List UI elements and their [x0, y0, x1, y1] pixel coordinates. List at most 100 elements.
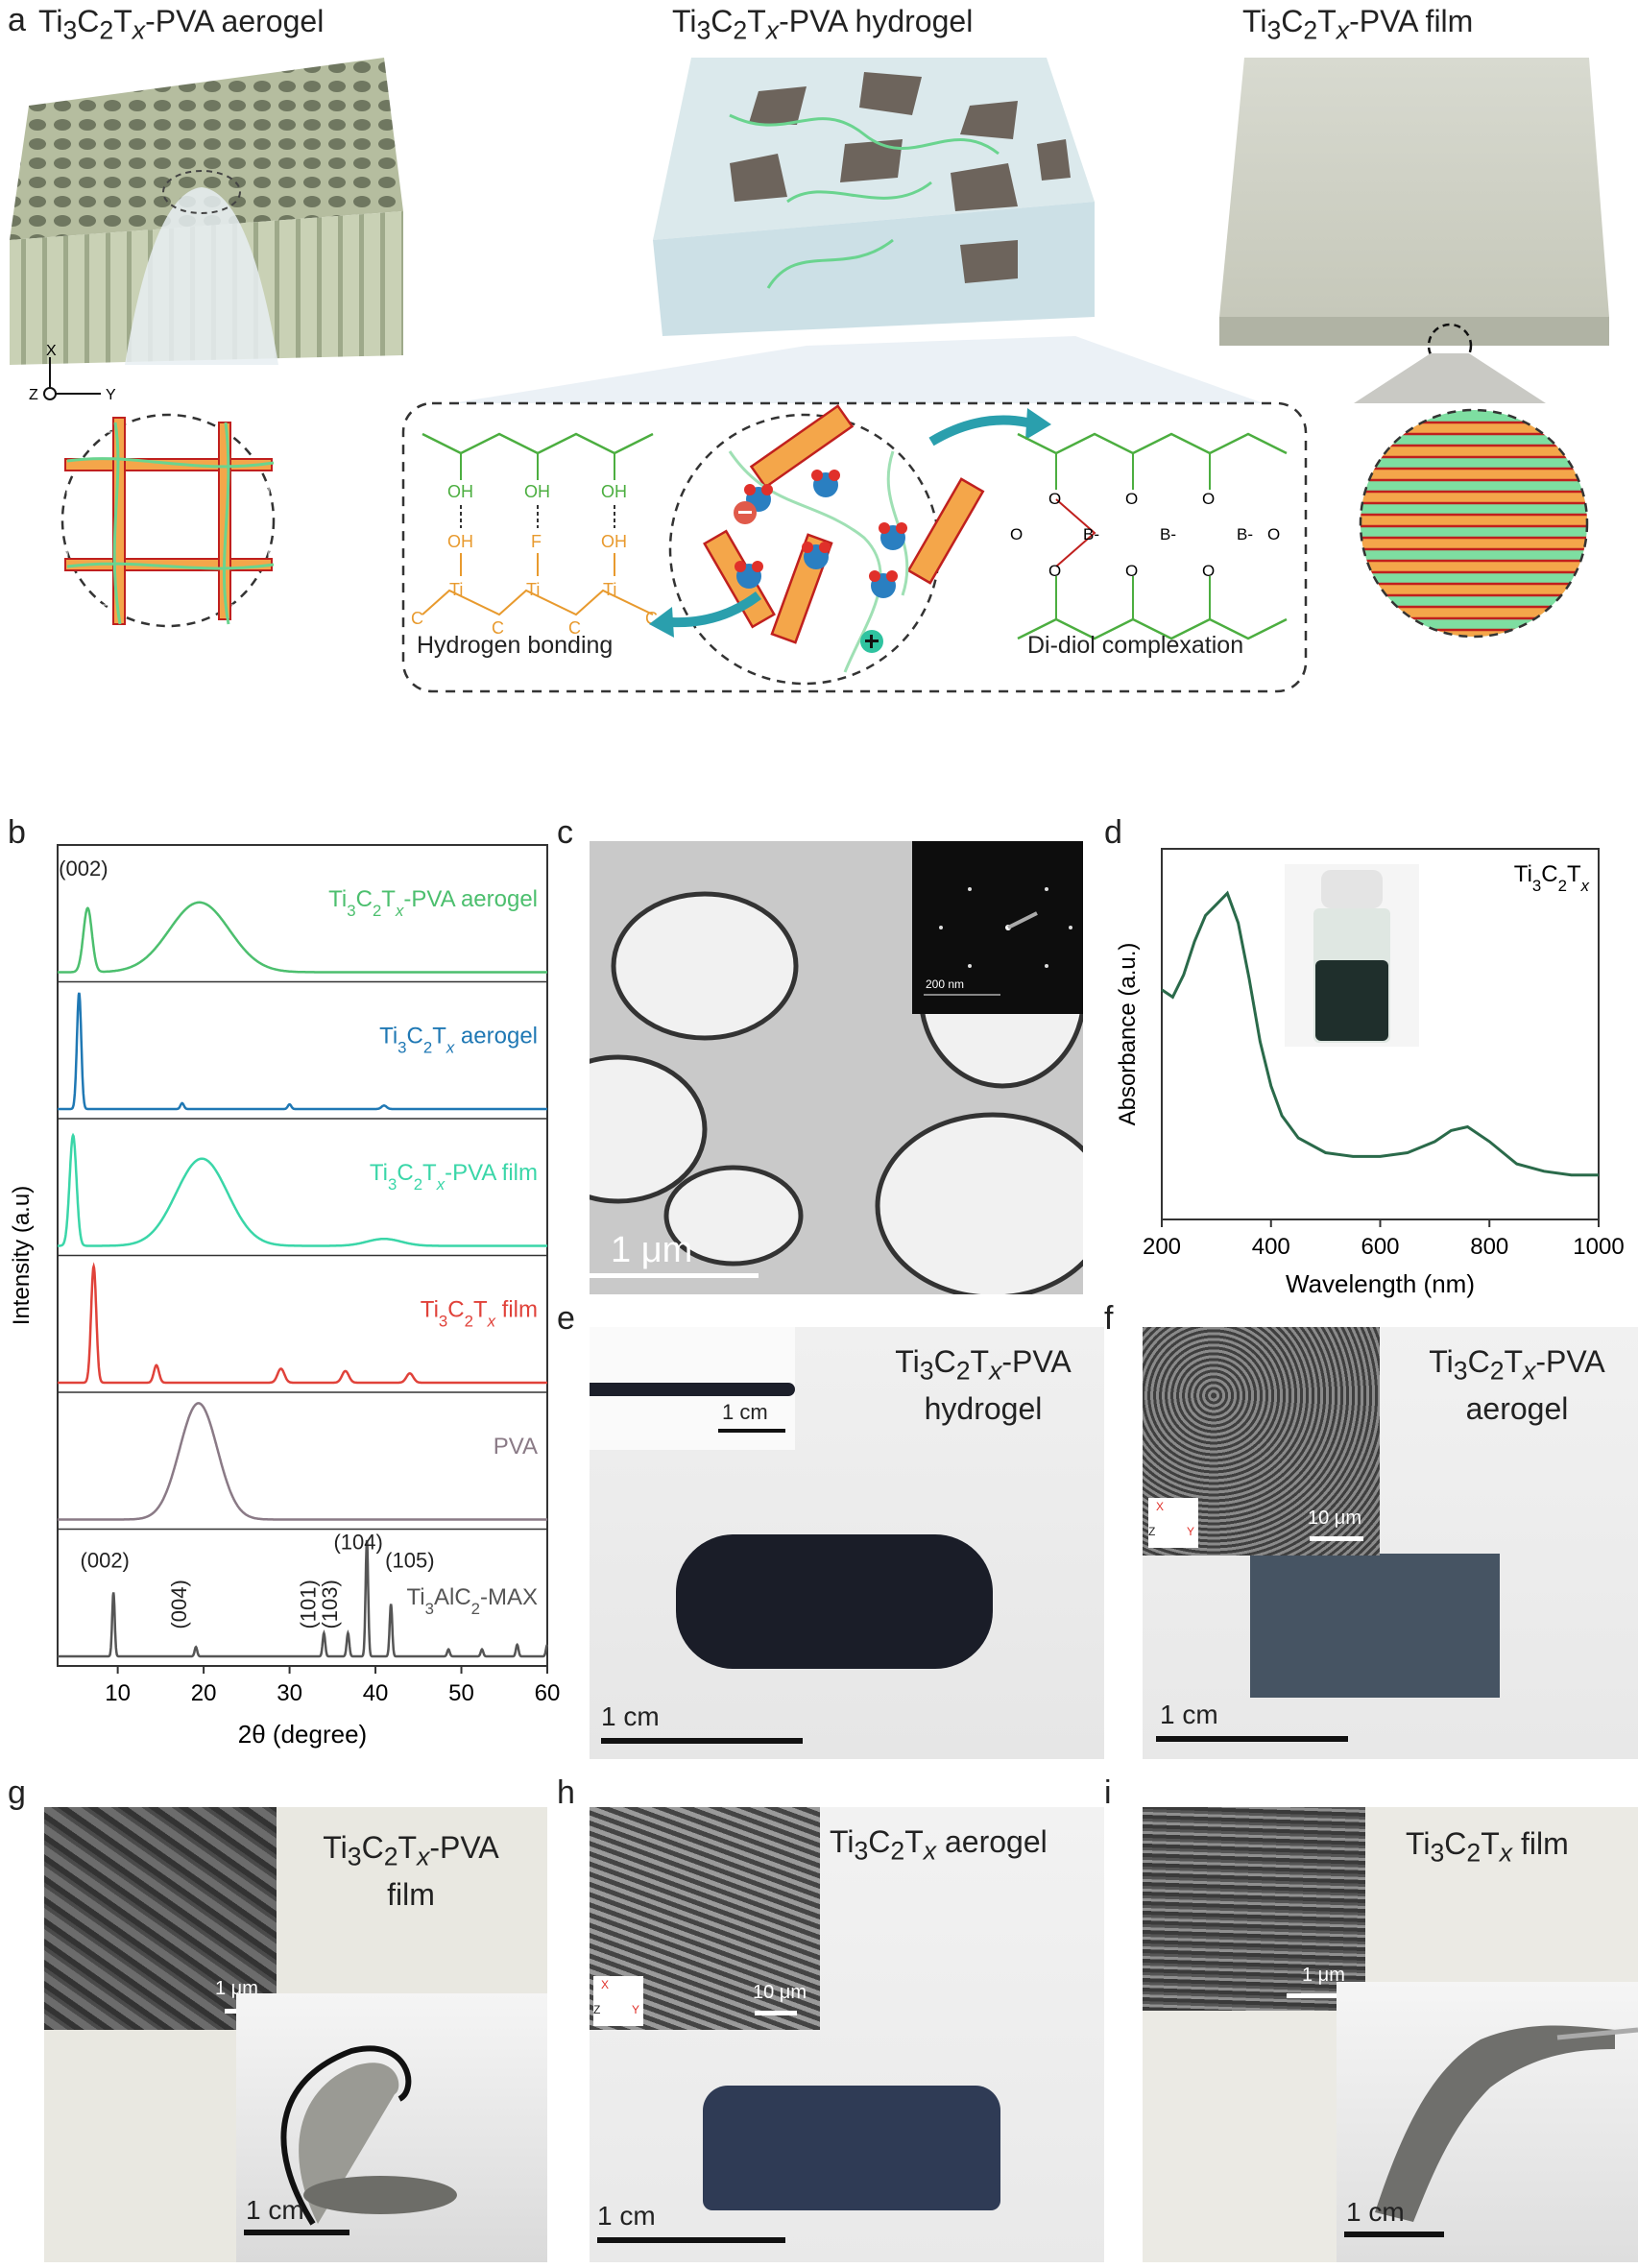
series-line — [58, 1262, 547, 1385]
inset-scale-label: 10 μm — [753, 1982, 807, 2003]
water-h-atom — [744, 484, 756, 495]
svg-text:O: O — [1267, 525, 1280, 543]
peak-annotation: (002) — [59, 857, 108, 881]
mxene-film-sample-photo — [1337, 1982, 1638, 2262]
scale-bar — [1344, 2232, 1444, 2237]
svg-text:Ti: Ti — [526, 580, 540, 599]
hydrogel-title: Ti3C2Tx-PVA hydrogel — [895, 1344, 1072, 1427]
water-h-atom — [811, 470, 823, 481]
svg-text:OH: OH — [447, 482, 473, 501]
film-mxene-layer — [1361, 605, 1587, 620]
peak-annotation: (103) — [318, 1580, 342, 1629]
water-h-atom — [819, 542, 831, 553]
tem-scale-bar — [590, 1273, 759, 1278]
peak-annotation: (104) — [333, 1531, 382, 1555]
film-zoom-circle — [1359, 408, 1589, 639]
film-mxene-layer — [1361, 467, 1587, 482]
arrow-right-head — [1025, 408, 1051, 440]
inset-scale-label: 1 μm — [1302, 1965, 1345, 1986]
svg-text:Ti: Ti — [603, 580, 616, 599]
svg-text:F: F — [531, 532, 542, 551]
pva-film-sample-photo — [236, 1993, 547, 2262]
panel-h-label: h — [557, 1774, 575, 1811]
film-block — [1219, 58, 1609, 403]
tem-scale-label: 1 μm — [611, 1230, 693, 1270]
axes-icon: X Z Y — [1148, 1498, 1198, 1548]
series-label: Ti3C2Tx aerogel — [379, 1024, 538, 1057]
arrow-left — [671, 591, 761, 628]
water-h-atom — [802, 542, 813, 553]
pva-aerogel-sample — [1250, 1554, 1500, 1698]
scale-label: 1 cm — [1346, 2197, 1405, 2227]
hydrogel-zoom-cone — [422, 336, 1277, 408]
x-tick-label: 20 — [191, 1680, 217, 1706]
svg-text:O: O — [1125, 490, 1138, 508]
panel-e-label: e — [557, 1300, 575, 1337]
film-mxene-layer — [1361, 582, 1587, 597]
scale-bar — [601, 1738, 803, 1744]
x-tick-label: 50 — [448, 1680, 474, 1706]
mxene-film-title: Ti3C2Tx film — [1406, 1826, 1569, 1868]
film-mxene-layer — [1361, 513, 1587, 528]
panel-i-label: i — [1104, 1774, 1112, 1811]
water-h-atom — [879, 522, 890, 534]
x-tick-label: 30 — [277, 1680, 302, 1706]
x-tick-label: 60 — [535, 1680, 561, 1706]
hydrogel-photo: 1 cm Ti3C2Tx-PVA hydrogel 1 cm — [590, 1327, 1104, 1759]
mxene-aerogel-sample — [703, 2086, 1000, 2210]
series-label: Ti3AlC2-MAX — [407, 1584, 538, 1618]
panel-a-label: a — [8, 2, 26, 38]
svg-text:O: O — [1125, 562, 1138, 580]
inset-scale-bar — [1287, 1993, 1352, 1998]
series-line — [58, 1539, 549, 1658]
inset-scale-label: 10 μm — [1308, 1508, 1361, 1529]
inset-scale-bar — [718, 1429, 785, 1433]
svg-text:OH: OH — [601, 532, 627, 551]
y-axis-label: Absorbance (a.u.) — [1115, 943, 1141, 1126]
peak-annotation: (101) — [296, 1580, 320, 1629]
x-tick-label: 10 — [105, 1680, 131, 1706]
title-hydrogel: Ti3C2Tx-PVA hydrogel — [672, 4, 974, 45]
series-line — [58, 901, 547, 974]
x-tick-label: 800 — [1470, 1234, 1508, 1260]
series-line — [58, 1402, 547, 1521]
svg-text:OH: OH — [447, 532, 473, 551]
svg-text:C: C — [568, 618, 581, 638]
water-h-atom — [869, 570, 880, 582]
mxene-aerogel-title: Ti3C2Tx aerogel — [830, 1824, 1048, 1866]
inset-scale-bar — [755, 2011, 797, 2015]
vial-photo — [1285, 864, 1419, 1047]
series-label: Ti3C2Tx-PVA film — [370, 1160, 538, 1194]
svg-text:C: C — [492, 618, 504, 638]
scale-bar — [244, 2230, 349, 2235]
arrow-right — [928, 415, 1028, 446]
aerogel-block — [10, 58, 403, 365]
scale-label: 1 cm — [1160, 1700, 1218, 1729]
peak-annotation: (105) — [385, 1548, 434, 1572]
film-mxene-layer — [1361, 628, 1587, 637]
water-h-atom — [752, 561, 763, 572]
svg-text:O: O — [1048, 490, 1061, 508]
pva-film-sem-inset: 1 μm — [44, 1807, 277, 2030]
film-mxene-layer — [1361, 536, 1587, 551]
scale-bar — [1156, 1736, 1348, 1742]
x-tick-label: 40 — [363, 1680, 389, 1706]
x-tick-label: 1000 — [1573, 1234, 1624, 1260]
series-label: PVA — [494, 1434, 538, 1460]
tem-image: 200 nm 1 μm — [590, 841, 1083, 1294]
scale-label: 1 cm — [601, 1701, 660, 1731]
water-h-atom — [896, 522, 907, 534]
axes-icon: X Z Y — [29, 343, 116, 403]
film-mxene-layer — [1361, 421, 1587, 436]
svg-text:O: O — [1010, 525, 1023, 543]
water-h-atom — [829, 470, 840, 481]
svg-text:Ti: Ti — [449, 580, 463, 599]
xrd-chart: Ti3C2Tx-PVA aerogel Ti3C2Tx aerogel Ti3C2T… — [9, 844, 561, 1749]
water-h-atom — [761, 484, 773, 495]
mxene-film-sem-inset: 1 μm — [1143, 1807, 1365, 2011]
x-tick-label: 200 — [1143, 1234, 1181, 1260]
x-tick-label: 400 — [1252, 1234, 1290, 1260]
film-mxene-layer — [1361, 490, 1587, 505]
title-aerogel: Ti3C2Tx-PVA aerogel — [38, 4, 325, 45]
svg-text:OH: OH — [524, 482, 550, 501]
